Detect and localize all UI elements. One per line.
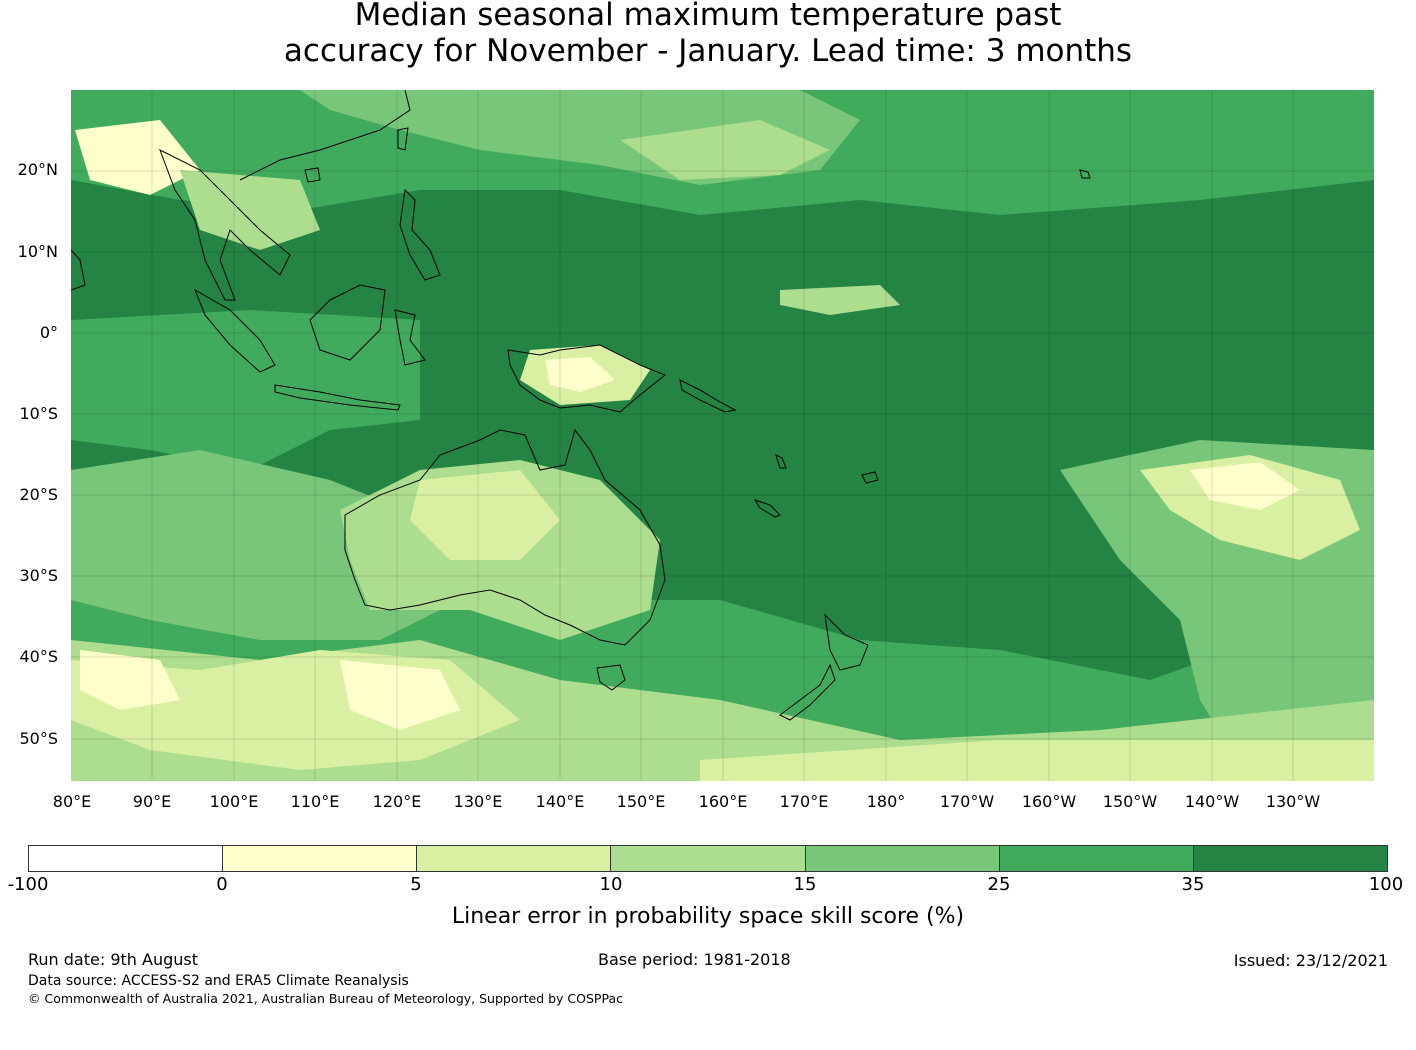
lon-label-170W: 170°W [939,792,995,811]
lon-label-130E: 130°E [453,792,503,811]
lat-label-10N: 10°N [17,242,58,261]
lon-label-90E: 90°E [132,792,172,811]
lat-label-20N: 20°N [17,160,58,179]
lat-label-20S: 20°S [19,485,58,504]
india-coastline [71,249,86,291]
colorbar-segment-5-10 [417,846,612,871]
base-period: Base period: 1981-2018 [598,950,791,969]
colorbar [28,845,1388,872]
lat-label-10S: 10°S [19,404,58,423]
lon-label-150E: 150°E [616,792,666,811]
lon-label-130W: 130°W [1265,792,1321,811]
region-band-5-10-interior [410,470,560,560]
region-band-0-5-northwest [75,120,200,195]
colorbar-tick: 100 [1368,874,1404,895]
region-band-10-15-equatorial [780,285,900,315]
lon-label-170E: 170°E [779,792,829,811]
philippines-coastline [399,188,441,281]
colorbar-tick: 25 [987,874,1011,895]
region-band-10-15-north-central [620,120,830,180]
sulawesi-coastline [394,309,426,366]
region-band-25-35-sea [71,310,420,470]
colorbar-segment-0-5 [223,846,418,871]
lat-label-40S: 40°S [19,647,58,666]
copyright-notice: © Commonwealth of Australia 2021, Austra… [28,991,623,1006]
sumatra-coastline [194,288,276,373]
map-title-line-2: accuracy for November - January. Lead ti… [283,33,1133,69]
region-band-0-5-southwest [80,650,180,710]
map-title-line-1: Median seasonal maximum temperature past [354,0,1062,33]
colorbar-segment-neg100-0 [29,846,224,871]
borneo-coastline [309,284,386,361]
colorbar-tick: 35 [1181,874,1205,895]
new-guinea-coastline [507,344,666,413]
tasmania-coastline [596,664,626,691]
region-band-15-25-west [71,450,460,640]
colorbar-segment-15-25 [805,846,1000,871]
new-zealand-south-coastline [779,663,836,721]
lon-label-120E: 120°E [372,792,422,811]
lon-label-80E: 80°E [52,792,92,811]
vanuatu-coastline [775,454,787,469]
colorbar-tick: 15 [793,874,817,895]
fiji-coastline [861,471,879,484]
region-band-0-5-new-guinea [545,357,615,392]
region-band-0-5-south [340,660,460,730]
lon-label-180: 180° [866,792,906,811]
indochina-coastline [159,148,291,301]
region-band-10-15-northwest [180,170,320,250]
issued-date: Issued: 23/12/2021 [1233,951,1388,970]
coastlines [71,90,1091,721]
data-source: Data source: ACCESS-S2 and ERA5 Climate … [28,973,409,989]
lon-label-160E: 160°E [698,792,748,811]
hainan-coastline [304,167,321,183]
run-date: Run date: 9th August [28,950,198,969]
lon-label-140W: 140°W [1184,792,1240,811]
lon-label-110E: 110°E [290,792,340,811]
java-coastline [274,384,401,411]
lon-label-100E: 100°E [209,792,259,811]
colorbar-tick: 0 [216,874,228,895]
region-band-5-10-far-south [700,740,1374,781]
lon-label-140E: 140°E [535,792,585,811]
colorbar-label: Linear error in probability space skill … [451,904,965,929]
colorbar-tick: 10 [599,874,623,895]
graticule [71,90,1374,781]
lat-label-0: 0° [39,323,58,342]
lat-label-50S: 50°S [19,729,58,748]
colorbar-segment-35-100 [1193,846,1387,871]
solomon-islands-coastline [679,379,737,413]
lon-label-150W: 150°W [1102,792,1158,811]
region-band-0-5-southeast [1190,462,1300,510]
lat-label-30S: 30°S [19,566,58,585]
colorbar-segment-25-35 [999,846,1194,871]
colorbar-segment-10-15 [611,846,806,871]
lon-label-160W: 160°W [1021,792,1077,811]
taiwan-coastline [397,127,409,151]
colorbar-tick: -100 [7,874,49,895]
china-coastline [239,90,411,181]
new-zealand-north-coastline [824,613,869,671]
hawaii-coastline [1079,169,1091,179]
australia-coastline [344,428,666,646]
colorbar-tick: 5 [410,874,422,895]
new-caledonia-coastline [753,499,781,518]
